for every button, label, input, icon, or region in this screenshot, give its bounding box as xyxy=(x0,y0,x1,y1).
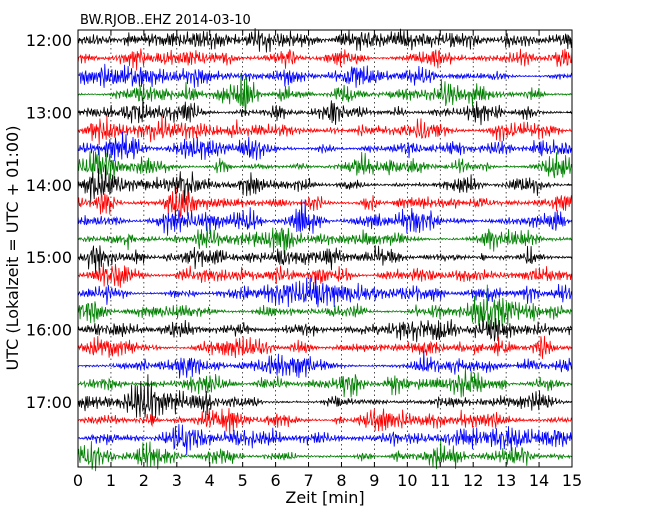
trace-line xyxy=(77,368,573,398)
x-tick-label: 15 xyxy=(562,471,582,490)
chart-title: BW.RJOB..EHZ 2014-03-10 xyxy=(80,13,251,28)
trace-line xyxy=(77,48,573,71)
trace-line xyxy=(77,164,573,204)
y-axis-ticks: 12:00 13:00 14:00 15:00 16:00 17:00 xyxy=(26,31,572,412)
x-tick-label: 9 xyxy=(369,471,379,490)
trace-line xyxy=(77,276,573,308)
x-axis-ticks: 0 1 2 3 4 5 6 7 8 9 10 11 12 13 14 15 xyxy=(73,30,582,490)
trace-line xyxy=(77,199,573,236)
trace-line xyxy=(77,225,573,255)
x-tick-label: 0 xyxy=(73,471,83,490)
y-tick-label: 13:00 xyxy=(26,103,72,122)
trace-line xyxy=(77,350,573,379)
x-tick-label: 5 xyxy=(238,471,248,490)
trace-line xyxy=(77,440,573,472)
x-tick-label: 7 xyxy=(303,471,313,490)
trace-line xyxy=(77,408,573,436)
y-tick-label: 17:00 xyxy=(26,393,72,412)
x-tick-label: 8 xyxy=(336,471,346,490)
x-tick-label: 6 xyxy=(271,471,281,490)
x-tick-label: 1 xyxy=(106,471,116,490)
y-tick-label: 14:00 xyxy=(26,176,72,195)
x-tick-label: 14 xyxy=(529,471,549,490)
y-tick-label: 15:00 xyxy=(26,248,72,267)
x-tick-label: 3 xyxy=(172,471,182,490)
trace-line xyxy=(77,149,573,179)
y-tick-label: 16:00 xyxy=(26,321,72,340)
x-tick-label: 2 xyxy=(139,471,149,490)
y-tick-label: 12:00 xyxy=(26,31,72,50)
trace-line xyxy=(77,28,573,53)
x-tick-label: 10 xyxy=(397,471,417,490)
x-tick-label: 11 xyxy=(430,471,450,490)
seismic-traces xyxy=(77,28,573,472)
x-gridlines xyxy=(110,30,540,467)
trace-line xyxy=(77,63,573,88)
plot-frame xyxy=(77,29,573,468)
trace-line xyxy=(77,73,573,116)
trace-line xyxy=(77,284,573,331)
x-tick-label: 12 xyxy=(463,471,483,490)
trace-line xyxy=(77,424,573,456)
x-tick-label: 4 xyxy=(205,471,215,490)
y-axis-label: UTC (Lokalzeit = UTC + 01:00) xyxy=(3,126,22,371)
trace-line xyxy=(77,316,573,343)
trace-line xyxy=(77,97,573,126)
trace-line xyxy=(77,262,573,288)
trace-line xyxy=(77,374,573,424)
trace-line xyxy=(77,115,573,145)
trace-line xyxy=(77,245,573,275)
x-tick-label: 13 xyxy=(496,471,516,490)
trace-line xyxy=(77,186,573,218)
trace-line xyxy=(77,335,573,359)
x-axis-label: Zeit [min] xyxy=(285,488,364,507)
trace-line xyxy=(77,131,573,162)
